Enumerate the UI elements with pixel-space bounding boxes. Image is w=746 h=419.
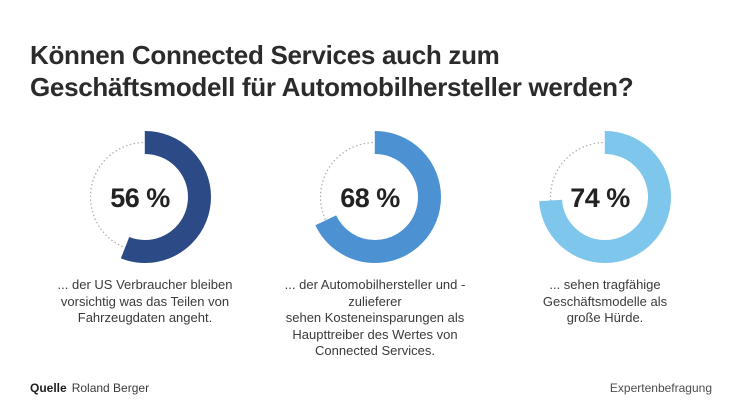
chart-caption: ... der US Verbraucher bleiben vorsichti… (57, 277, 233, 325)
donut-value-label: 74 % (570, 183, 630, 213)
footer: Quelle Roland Berger Expertenbefragung (30, 381, 712, 395)
chart-caption: ... sehen tragfähige Geschäftsmodelle al… (542, 277, 668, 325)
chart-column-business-models: 74 % ... sehen tragfähige Geschäftsmodel… (490, 131, 720, 373)
charts-row: 56 % ... der US Verbraucher bleiben vors… (30, 131, 720, 373)
donut-value-label: 68 % (340, 183, 400, 213)
donut-chart-68: 68 % (309, 131, 441, 263)
chart-caption: ... der Automobilhersteller und -zuliefe… (284, 277, 466, 358)
source-label: Quelle (30, 381, 67, 395)
donut-chart-74: 74 % (539, 131, 671, 263)
footer-note: Expertenbefragung (609, 381, 712, 395)
donut-arc (309, 131, 441, 263)
page-title: Können Connected Services auch zum Gesch… (30, 40, 634, 103)
source-value: Roland Berger (71, 381, 150, 395)
donut-arc (539, 131, 671, 263)
chart-column-oems-suppliers: 68 % ... der Automobilhersteller und -zu… (260, 131, 490, 373)
chart-column-us-consumers: 56 % ... der US Verbraucher bleiben vors… (30, 131, 260, 373)
donut-arc (79, 131, 211, 263)
donut-value-label: 56 % (110, 183, 170, 213)
source-line: Quelle Roland Berger (30, 381, 149, 395)
donut-chart-56: 56 % (79, 131, 211, 263)
